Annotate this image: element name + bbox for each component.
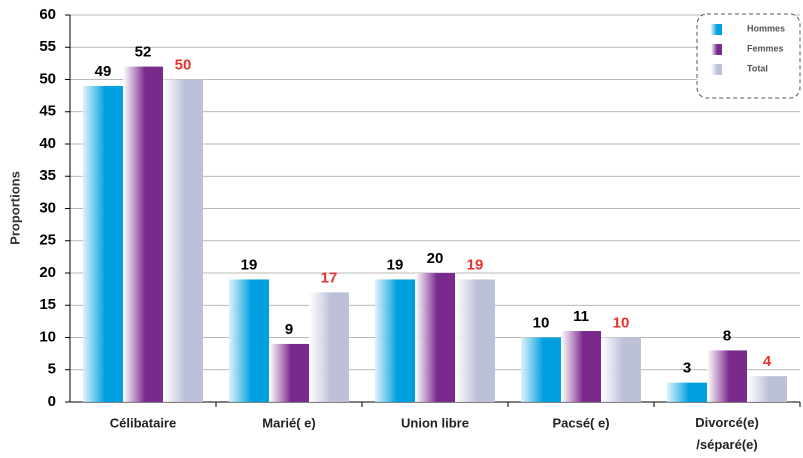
y-tick-label: 15: [39, 296, 56, 313]
bar: [309, 292, 349, 402]
data-label: 49: [95, 63, 112, 80]
x-tick-label: Union libre: [401, 415, 469, 430]
data-label: 9: [285, 321, 293, 338]
y-tick-label: 60: [39, 6, 56, 23]
legend-swatch: [711, 44, 722, 55]
y-tick-label: 10: [39, 328, 56, 345]
data-label: 19: [241, 256, 258, 273]
bar: [229, 279, 269, 402]
bar: [561, 331, 601, 402]
legend-swatch: [711, 64, 722, 75]
x-tick-label: Pacsé( e): [552, 415, 609, 430]
y-tick-label: 25: [39, 232, 56, 249]
y-tick-label: 55: [39, 38, 56, 55]
bar: [667, 382, 707, 402]
legend-box: [696, 13, 801, 99]
y-tick-label: 40: [39, 135, 56, 152]
bar: [163, 79, 203, 402]
data-label: 10: [533, 314, 550, 331]
bar: [269, 343, 309, 402]
y-tick-label: 30: [39, 199, 56, 216]
y-tick-label: 35: [39, 167, 56, 184]
y-tick-label: 45: [39, 103, 56, 120]
x-tick-label: Célibataire: [110, 415, 176, 430]
legend-label: Total: [747, 63, 768, 73]
y-tick-label: 5: [48, 361, 56, 378]
x-tick-label: Divorcé(e)/séparé(e): [695, 415, 759, 452]
y-tick-label: 50: [39, 70, 56, 87]
y-axis-label: Proportions: [7, 171, 22, 245]
bar: [375, 279, 415, 402]
bar: [601, 337, 641, 402]
bar: [123, 66, 163, 402]
data-label: 20: [427, 250, 444, 267]
bar: [83, 85, 123, 402]
bar: [747, 376, 787, 402]
legend-label: Hommes: [747, 23, 785, 33]
data-label: 52: [135, 44, 152, 61]
legend-label: Femmes: [747, 43, 784, 53]
bar: [455, 279, 495, 402]
y-tick-label: 0: [48, 393, 56, 410]
bar: [521, 337, 561, 402]
data-label: 11: [573, 308, 589, 325]
data-label: 8: [723, 327, 731, 344]
x-tick-label: Marié( e): [262, 415, 315, 430]
data-label: 50: [175, 56, 192, 73]
legend-swatch: [711, 24, 722, 35]
data-label: 10: [613, 314, 630, 331]
data-label: 4: [763, 353, 772, 370]
bar: [707, 350, 747, 402]
data-label: 19: [467, 256, 484, 273]
y-tick-label: 20: [39, 264, 56, 281]
data-label: 17: [321, 269, 338, 286]
data-label: 19: [387, 256, 404, 273]
bar: [415, 273, 455, 402]
data-label: 3: [683, 360, 691, 377]
